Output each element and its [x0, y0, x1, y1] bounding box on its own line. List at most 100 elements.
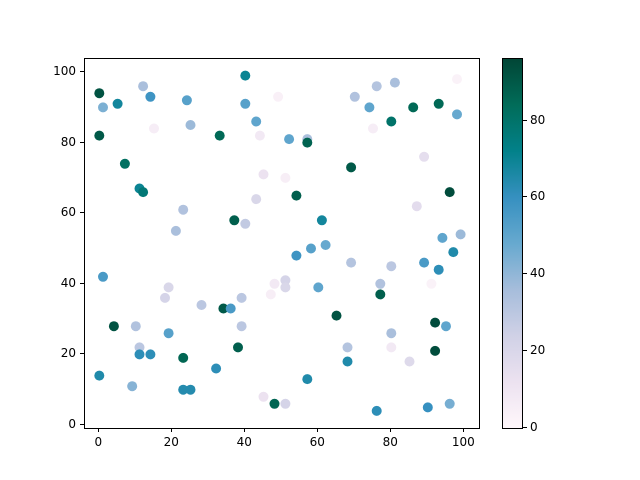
scatter-point [251, 116, 262, 127]
scatter-point [280, 282, 291, 293]
scatter-point [316, 215, 327, 226]
scatter-point [433, 264, 444, 275]
scatter-point [170, 225, 181, 236]
scatter-point [178, 352, 189, 363]
scatter-point [258, 169, 269, 180]
scatter-point [302, 374, 313, 385]
scatter-point [404, 356, 415, 367]
scatter-point [240, 218, 251, 229]
scatter-point [320, 240, 331, 250]
scatter-point [452, 74, 462, 85]
scatter-point [233, 342, 243, 353]
scatter-point [134, 349, 145, 360]
scatter-point [251, 194, 262, 205]
scatter-point [375, 278, 386, 289]
x-axis-tick [317, 428, 319, 432]
x-axis-tick-label: 0 [94, 435, 103, 449]
y-axis-tick-label: 40 [60, 275, 76, 290]
scatter-point [254, 130, 265, 141]
scatter-point [269, 278, 280, 289]
scatter-point [181, 95, 192, 106]
colorbar-tick-label: 80 [530, 112, 546, 127]
scatter-point [108, 321, 119, 332]
scatter-point [130, 321, 141, 332]
plot-area [84, 58, 480, 429]
scatter-point [306, 243, 316, 254]
scatter-point [240, 70, 251, 81]
scatter-point [265, 289, 276, 300]
scatter-point [302, 137, 313, 148]
scatter-point [455, 229, 466, 240]
scatter-point [119, 158, 130, 169]
colorbar-tick-label: 0 [530, 420, 538, 434]
scatter-point [371, 81, 382, 92]
colorbar-tick-label: 40 [530, 266, 546, 281]
scatter-point [291, 250, 302, 261]
scatter-point [422, 402, 433, 413]
scatter-point [433, 98, 444, 109]
scatter-point [145, 91, 156, 102]
scatter-point [127, 381, 138, 392]
scatter-point [258, 391, 269, 402]
scatter-point [371, 405, 382, 416]
scatter-point [444, 187, 455, 198]
x-axis-tick [390, 428, 392, 432]
scatter-point [185, 120, 196, 130]
x-axis-tick [463, 428, 465, 432]
scatter-point [313, 282, 324, 293]
scatter-point [331, 310, 342, 321]
x-axis-tick [171, 428, 173, 432]
y-axis-tick [80, 282, 84, 284]
scatter-point [149, 123, 159, 134]
y-axis-tick-label: 20 [60, 346, 76, 361]
scatter-point [98, 102, 108, 113]
scatter-point [386, 342, 397, 353]
colorbar-tick [523, 350, 527, 352]
scatter-point [441, 321, 451, 332]
scatter-point [368, 123, 378, 134]
scatter-point [185, 384, 196, 395]
y-axis-tick-label: 0 [68, 417, 76, 431]
scatter-point [229, 215, 240, 226]
scatter-point [134, 342, 145, 353]
scatter-point [138, 187, 149, 198]
scatter-point [214, 130, 225, 141]
scatter-point [444, 398, 455, 409]
scatter-point [163, 328, 174, 339]
scatter-point [419, 257, 430, 268]
scatter-point [364, 102, 375, 113]
scatter-point [346, 162, 357, 173]
colorbar-tick [523, 273, 527, 275]
scatter-point [342, 356, 353, 367]
scatter-point [346, 257, 357, 268]
scatter-point [112, 98, 123, 109]
y-axis-tick [80, 212, 84, 214]
scatter-point [240, 98, 251, 109]
scatter-point [284, 134, 295, 145]
y-axis-tick-label: 80 [60, 134, 76, 149]
scatter-point [218, 303, 229, 314]
scatter-point [163, 282, 174, 293]
scatter-point [430, 317, 441, 328]
scatter-point [411, 201, 422, 212]
scatter-point [280, 275, 291, 286]
scatter-point [236, 292, 247, 303]
scatter-point [452, 109, 462, 120]
scatter-point [408, 102, 419, 113]
scatter-point [448, 247, 459, 258]
y-axis-tick-label: 100 [53, 64, 76, 79]
scatter-point [342, 342, 353, 353]
scatter-point [349, 91, 360, 102]
y-axis-tick [80, 141, 84, 143]
scatter-points-layer [94, 70, 466, 416]
scatter-point [94, 130, 105, 141]
y-axis-tick [80, 71, 84, 73]
scatter-point [273, 91, 284, 102]
y-axis-tick [80, 424, 84, 425]
scatter-point [419, 151, 430, 162]
scatter-point [160, 292, 170, 303]
scatter-point [94, 88, 105, 99]
scatter-point [94, 370, 105, 381]
scatter-point [225, 303, 236, 314]
